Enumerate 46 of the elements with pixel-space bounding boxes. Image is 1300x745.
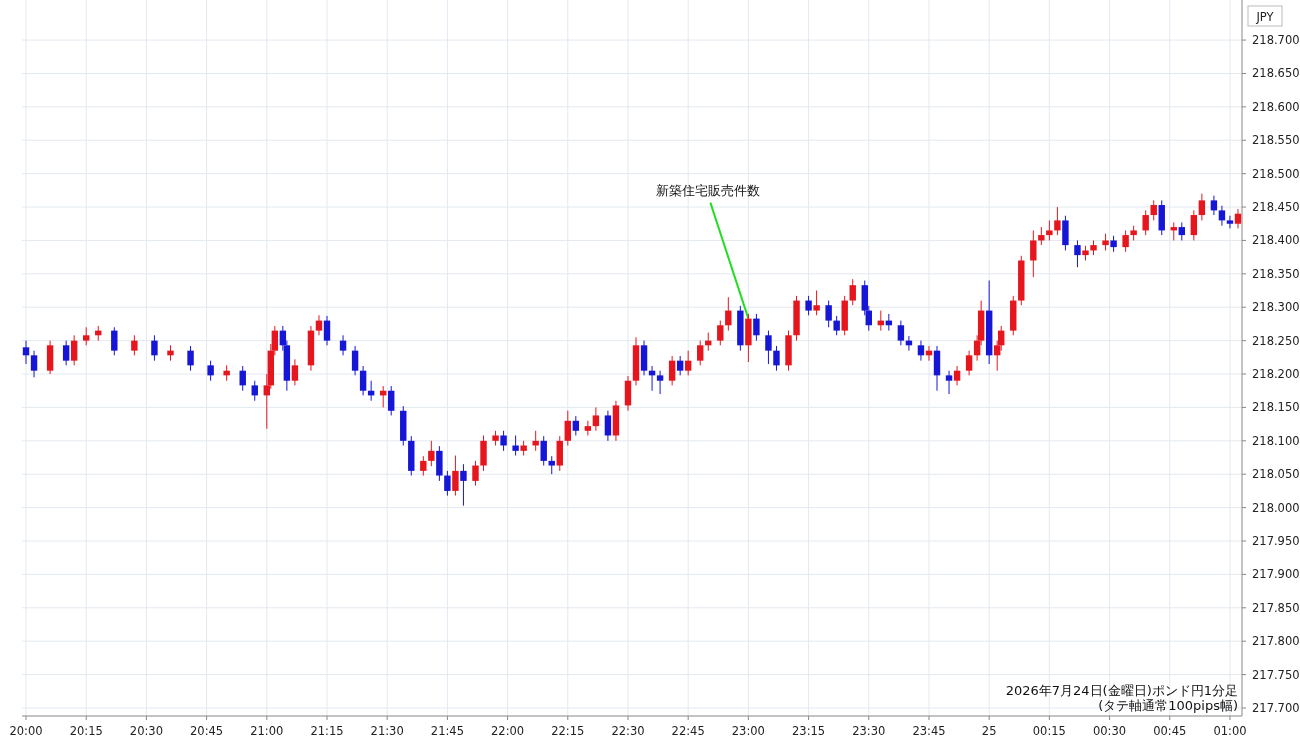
y-tick-label: 217.800: [1252, 634, 1300, 649]
x-tick-label: 22:30: [611, 724, 645, 738]
x-tick-label: 00:30: [1092, 724, 1127, 738]
y-tick-label: 218.350: [1252, 266, 1300, 281]
x-tick-label: 21:15: [310, 724, 344, 738]
y-tick-label: 217.750: [1252, 667, 1300, 682]
x-tick-label: 22:15: [551, 724, 585, 738]
annotation: 2026年7月24日(金曜日)ポンド円1分足: [1005, 683, 1238, 698]
y-tick-label: 217.900: [1252, 567, 1300, 582]
x-tick-label: 23:30: [852, 724, 886, 738]
y-tick-label: 218.300: [1252, 300, 1300, 315]
annotation: 新築住宅販売件数: [656, 182, 761, 198]
x-tick-label: 20:45: [190, 724, 224, 738]
y-tick-label: 218.200: [1252, 367, 1300, 382]
y-tick-label: 218.550: [1252, 133, 1300, 148]
x-tick-label: 22:45: [671, 724, 705, 738]
x-tick-label: 25: [981, 724, 997, 738]
x-tick-label: 21:00: [250, 724, 284, 738]
y-tick-label: 217.950: [1252, 534, 1300, 549]
x-tick-label: 20:00: [9, 724, 43, 738]
y-tick-label: 217.700: [1252, 700, 1300, 715]
x-tick-label: 21:45: [430, 724, 464, 738]
y-tick-label: 218.100: [1252, 433, 1300, 448]
x-tick-label: 01:00: [1213, 724, 1247, 738]
x-tick-label: 00:15: [1032, 724, 1066, 738]
x-tick-label: 23:15: [792, 724, 826, 738]
y-tick-label: 218.700: [1252, 33, 1300, 48]
x-tick-label: 23:45: [912, 724, 946, 738]
x-tick-label: 22:00: [491, 724, 525, 738]
y-tick-label: 218.050: [1252, 467, 1300, 482]
x-tick-label: 23:00: [731, 724, 765, 738]
y-tick-label: 218.250: [1252, 333, 1300, 348]
annotation: (タテ軸通常100pips幅): [1098, 698, 1238, 713]
y-axis-title: JPY: [1255, 10, 1275, 24]
y-tick-label: 218.000: [1252, 500, 1300, 515]
y-tick-label: 218.150: [1252, 400, 1300, 415]
x-tick-label: 20:30: [129, 724, 163, 738]
y-tick-label: 218.600: [1252, 99, 1300, 114]
y-tick-label: 218.650: [1252, 66, 1300, 81]
y-tick-label: 218.500: [1252, 166, 1300, 181]
y-tick-label: 218.450: [1252, 200, 1300, 215]
x-tick-label: 00:45: [1153, 724, 1187, 738]
y-tick-label: 217.850: [1252, 600, 1300, 615]
x-tick-label: 20:15: [69, 724, 103, 738]
y-tick-label: 218.400: [1252, 233, 1300, 248]
x-tick-label: 21:30: [370, 724, 404, 738]
